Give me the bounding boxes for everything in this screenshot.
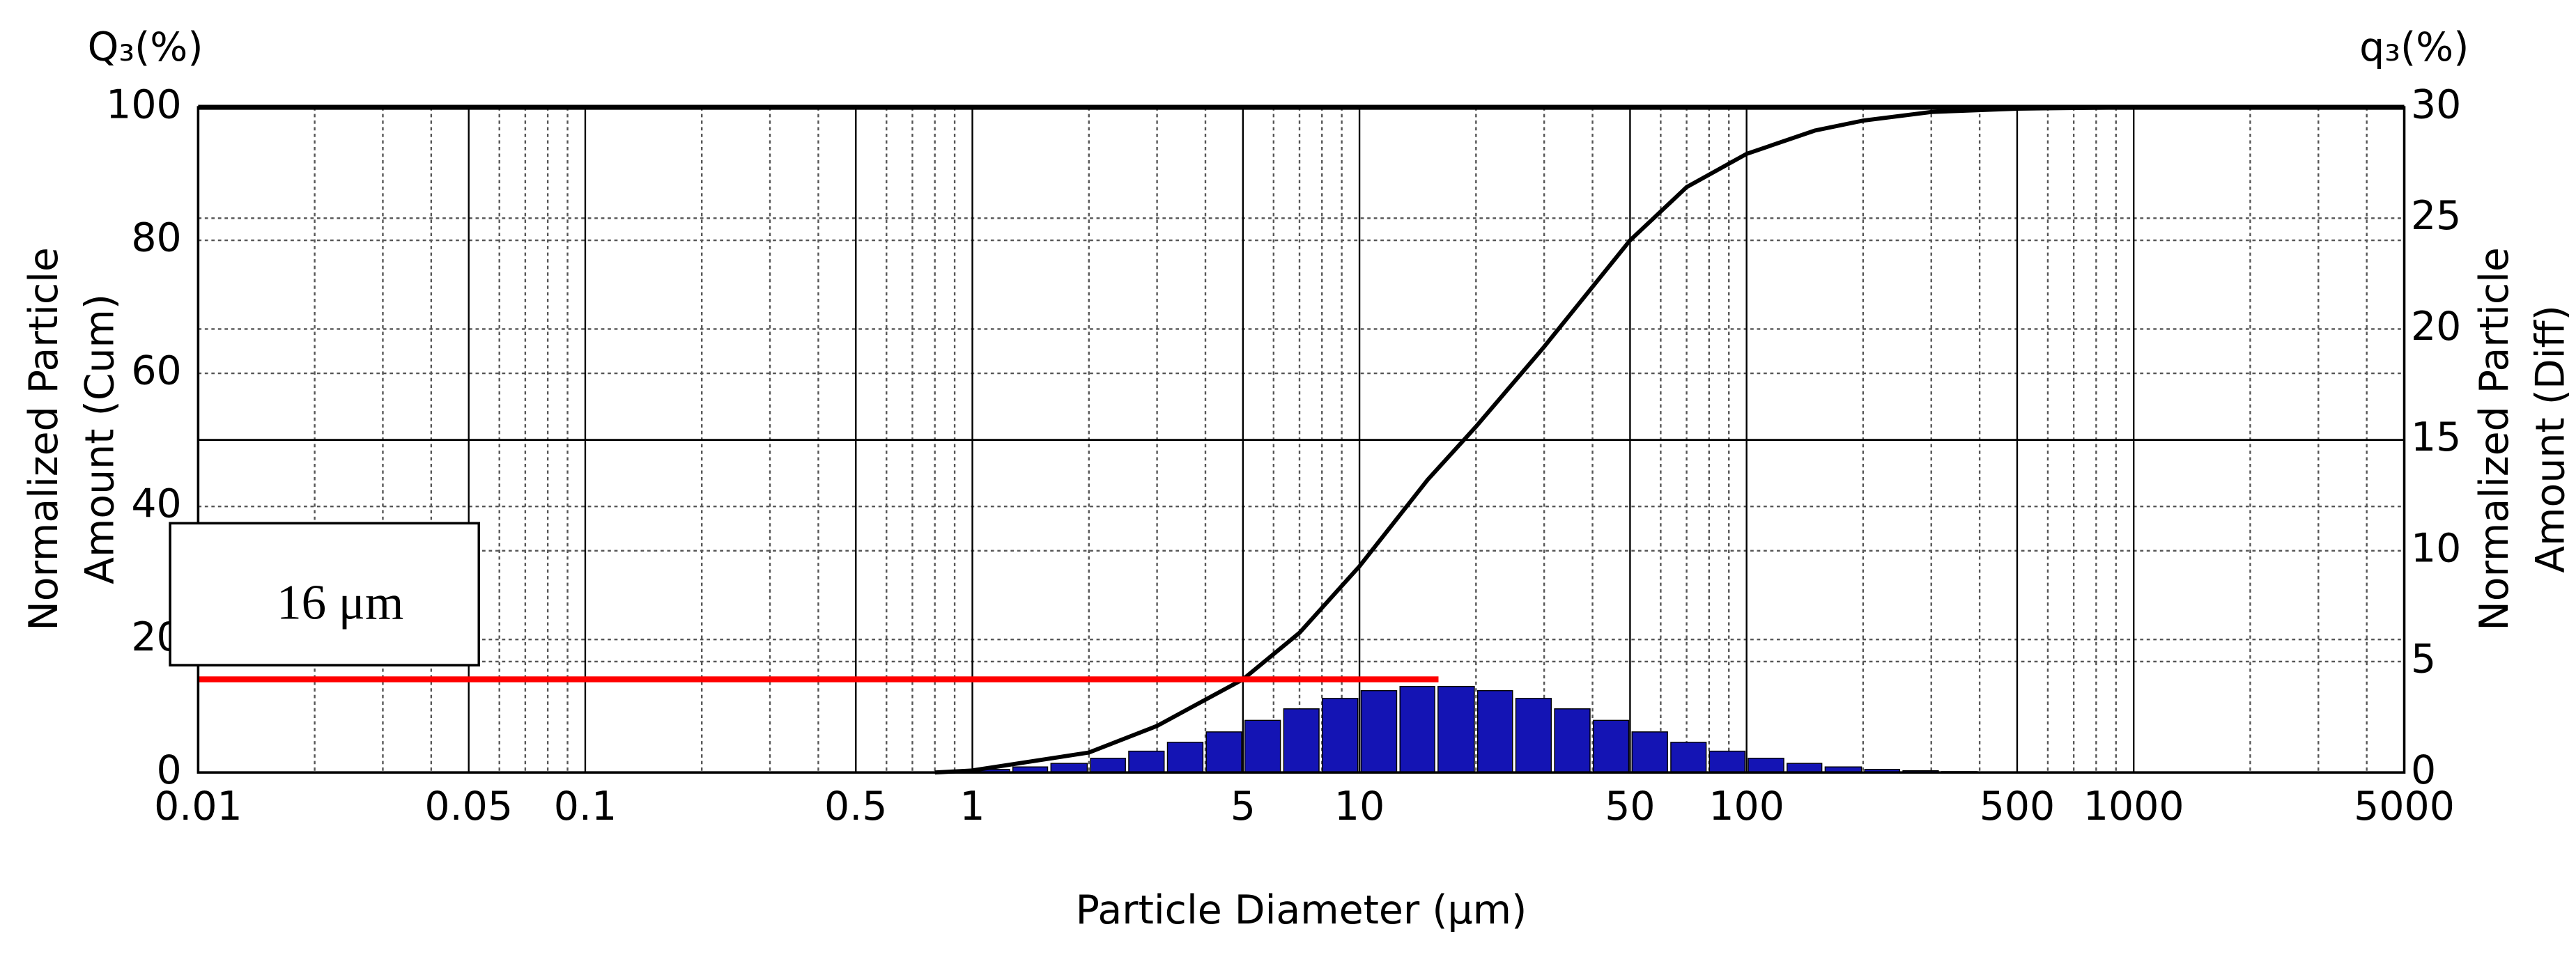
y2-tick-label: 15 — [2411, 414, 2461, 460]
bar — [1205, 731, 1242, 773]
x-tick-label: 0.01 — [154, 783, 242, 829]
y-axis-title: Normalized Particle Amount (Cum) — [21, 247, 123, 631]
x-axis-title: Particle Diameter (µm) — [1076, 887, 1527, 933]
bar — [1787, 763, 1823, 773]
x-tick-label: 500 — [1980, 783, 2056, 829]
bar — [1593, 719, 1630, 773]
x-tick-label: 0.1 — [554, 783, 617, 829]
bar — [1322, 698, 1359, 773]
cumulative-line — [934, 105, 2319, 775]
bar — [1515, 698, 1552, 773]
x-tick-label: 1000 — [2083, 783, 2184, 829]
x-tick-label: 1 — [959, 783, 985, 829]
bar — [1128, 750, 1165, 773]
y2-tick-label: 20 — [2411, 304, 2461, 350]
bar — [1244, 719, 1281, 773]
y-tick-label: 100 — [106, 82, 182, 128]
bar — [1399, 685, 1435, 773]
bar — [1748, 758, 1784, 773]
y2-tick-label: 25 — [2411, 193, 2461, 239]
plot-area: 0.01 0.05 0.1 0.5 1 5 10 50 100 500 1000 5000020406… — [106, 82, 2461, 829]
y2-tick-label: 0 — [2411, 747, 2436, 793]
bar — [1166, 742, 1204, 773]
y-tick-label: 80 — [131, 215, 181, 261]
x-tick-label: 5000 — [2354, 783, 2455, 829]
annotation-box — [169, 522, 481, 666]
bar — [1090, 758, 1126, 773]
bar — [1437, 685, 1475, 773]
annotation: 16 μm — [277, 575, 403, 630]
y2-tick-label: 5 — [2411, 637, 2436, 683]
x-tick-label: 50 — [1605, 783, 1655, 829]
bar — [1360, 689, 1398, 773]
x-tick-label: 0.05 — [424, 783, 513, 829]
y2-tick-label: 10 — [2411, 525, 2461, 571]
y-axis-title-line: Amount (Cum) — [77, 294, 123, 584]
bar — [1283, 708, 1320, 773]
bar — [1670, 742, 1707, 773]
y2-axis-title: Normalized Particle Amount (Diff) — [2471, 247, 2574, 631]
bar — [1709, 750, 1745, 773]
y-axis-title-line: Normalized Particle — [21, 247, 67, 631]
bar — [1476, 689, 1513, 773]
bar — [1050, 763, 1088, 773]
right-axis-unit: q₃(%) — [2359, 24, 2469, 70]
y-tick-label: 0 — [156, 747, 181, 793]
y2-axis-title-line: Normalized Particle — [2471, 247, 2517, 631]
x-tick-label: 10 — [1334, 783, 1385, 829]
x-tick-label: 100 — [1709, 783, 1784, 829]
y-tick-label: 60 — [131, 348, 181, 394]
y2-axis-title-line: Amount (Diff) — [2527, 305, 2573, 573]
y-tick-label: 40 — [131, 481, 181, 527]
bar — [1631, 731, 1668, 773]
y2-tick-label: 30 — [2411, 82, 2461, 128]
x-tick-label: 5 — [1231, 783, 1256, 829]
x-tick-label: 0.5 — [824, 783, 887, 829]
bar — [1554, 708, 1591, 773]
left-axis-unit: Q₃(%) — [88, 24, 203, 70]
